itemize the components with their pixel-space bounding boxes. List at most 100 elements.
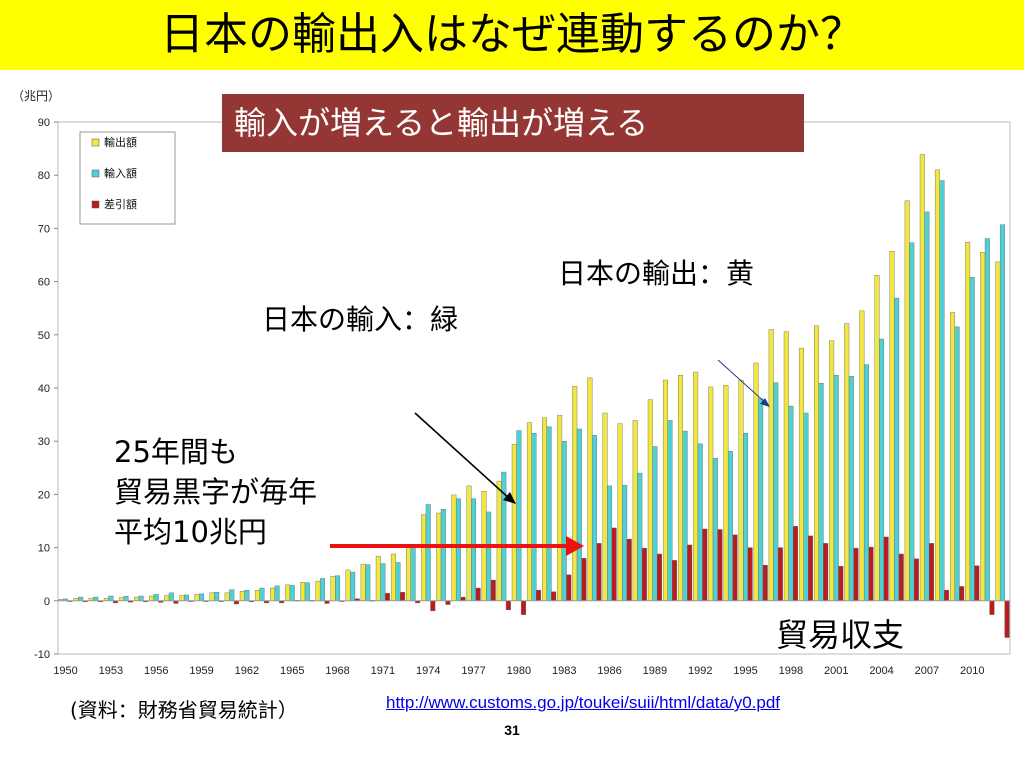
- bar-輸出額-1970: [360, 563, 366, 602]
- x-tick-label: 1956: [144, 665, 168, 677]
- bar-差引額-2010: [974, 565, 980, 601]
- bar-輸入額-1991: [682, 430, 688, 602]
- surplus-note-line-3: 平均10兆円: [114, 515, 267, 549]
- x-tick-label: 2007: [915, 665, 939, 677]
- bar-輸出額-1972: [390, 553, 396, 602]
- bar-輸入額-1988: [637, 472, 643, 601]
- bar-差引額-1991: [687, 544, 693, 602]
- bar-輸入額-2003: [863, 364, 869, 602]
- bar-輸出額-1991: [678, 375, 684, 601]
- bar-輸入額-1963: [259, 587, 265, 601]
- bar-輸入額-1984: [576, 428, 582, 601]
- bar-輸出額-1981: [526, 422, 532, 601]
- bar-輸出額-2006: [904, 200, 910, 601]
- bar-輸入額-1960: [214, 592, 220, 602]
- chart-axes: -10 0 10 20 30 40 50 60 70 80 90 1950 1953 1956 1959 19…: [34, 117, 1010, 677]
- bar-輸入額-2010: [969, 277, 975, 601]
- bar-輸出額-1998: [783, 331, 789, 601]
- bar-輸出額-1994: [723, 385, 729, 602]
- bar-差引額-2008: [944, 589, 950, 601]
- bar-差引額-1995: [747, 547, 753, 602]
- bar-差引額-2002: [853, 547, 859, 601]
- bar-輸入額-1974: [425, 504, 431, 601]
- x-tick-label: 1983: [552, 665, 576, 677]
- bar-輸出額-2001: [829, 340, 835, 602]
- bar-輸出額-1996: [753, 362, 759, 602]
- bar-輸入額-2011: [984, 238, 990, 601]
- bar-輸入額-1992: [697, 443, 703, 601]
- y-tick-label: 20: [38, 489, 50, 501]
- bar-輸入額-1956: [153, 594, 159, 602]
- legend-label: 差引額: [104, 197, 137, 211]
- bar-輸出額-1962: [239, 591, 245, 601]
- label-exports: 日本の輸出：黄: [558, 257, 755, 290]
- bar-輸入額-2008: [939, 180, 945, 601]
- bar-差引額-2006: [913, 558, 919, 602]
- bar-差引額-1996: [762, 564, 768, 602]
- bar-輸出額-2007: [919, 154, 925, 601]
- bar-輸入額-2006: [909, 242, 915, 602]
- bar-輸入額-2002: [848, 376, 854, 601]
- y-tick-label: 10: [38, 543, 50, 555]
- bar-輸出額-2002: [844, 323, 850, 602]
- legend-swatch: [91, 169, 100, 178]
- bar-輸入額-1987: [622, 485, 628, 601]
- bar-輸入額-1997: [773, 382, 779, 601]
- bar-輸出額-1968: [330, 576, 336, 602]
- surplus-note: 25年間も 貿易黒字が毎年 平均10兆円: [114, 432, 317, 552]
- y-tick-label: 90: [38, 117, 50, 129]
- bar-輸入額-2000: [818, 383, 824, 602]
- bar-輸入額-1972: [395, 562, 401, 602]
- bar-輸出額-2010: [965, 242, 971, 601]
- bar-輸入額-1975: [440, 509, 446, 601]
- chart: （兆円） 輸出額 輸入額 差引額 -10 0 10 20 30 40 50 60 70 80 90 195…: [0, 70, 1024, 690]
- bar-輸出額-1997: [768, 329, 774, 602]
- bar-輸出額-1987: [617, 423, 623, 602]
- label-trade-balance: 貿易収支: [776, 616, 905, 654]
- x-tick-label: 1974: [416, 665, 440, 677]
- bar-輸入額-1968: [335, 575, 341, 601]
- source-link[interactable]: http://www.customs.go.jp/toukei/suii/htm…: [386, 693, 781, 712]
- bar-差引額-2004: [883, 536, 889, 601]
- bar-輸入額-1990: [667, 420, 673, 602]
- bar-輸入額-1980: [516, 430, 522, 602]
- bar-輸出額-1965: [285, 584, 291, 602]
- x-tick-label: 1977: [461, 665, 485, 677]
- bar-差引額-1987: [626, 538, 632, 602]
- source-note: (資料：財務省貿易統計）: [70, 698, 298, 722]
- bar-差引額-2011: [989, 600, 995, 615]
- bar-差引額-1972: [400, 592, 406, 602]
- surplus-note-line-1: 25年間も: [114, 435, 238, 469]
- x-tick-label: 1971: [371, 665, 395, 677]
- bar-差引額-1971: [384, 593, 390, 601]
- x-tick-label: 2010: [960, 665, 984, 677]
- bar-輸入額-1977: [471, 498, 477, 602]
- page-number: 31: [504, 722, 520, 738]
- bar-輸入額-1982: [546, 426, 552, 602]
- bar-輸出額-1990: [662, 379, 668, 601]
- label-imports: 日本の輸入：緑: [262, 303, 459, 336]
- bar-差引額-2001: [838, 566, 844, 601]
- bar-輸入額-1993: [712, 458, 718, 602]
- bar-輸出額-2005: [889, 251, 895, 601]
- bar-輸入額-1970: [365, 564, 371, 601]
- bar-輸入額-1971: [380, 563, 386, 601]
- bar-輸入額-1998: [788, 405, 794, 602]
- bar-差引額-1988: [641, 547, 647, 601]
- x-tick-label: 2004: [869, 665, 893, 677]
- bar-輸出額-1955: [134, 596, 140, 601]
- x-tick-label: 1998: [779, 665, 803, 677]
- legend-label: 輸出額: [104, 135, 137, 149]
- legend-box: [79, 131, 176, 225]
- bar-差引額-1993: [717, 529, 723, 601]
- bar-輸入額-1994: [727, 451, 733, 602]
- bar-輸入額-1989: [652, 446, 658, 601]
- bar-輸入額-1958: [183, 594, 189, 601]
- x-tick-label: 2001: [824, 665, 848, 677]
- bar-輸入額-1985: [591, 435, 597, 601]
- bar-差引額-1974: [430, 600, 436, 612]
- bar-輸入額-2001: [833, 375, 839, 601]
- bar-輸入額-1955: [138, 595, 144, 602]
